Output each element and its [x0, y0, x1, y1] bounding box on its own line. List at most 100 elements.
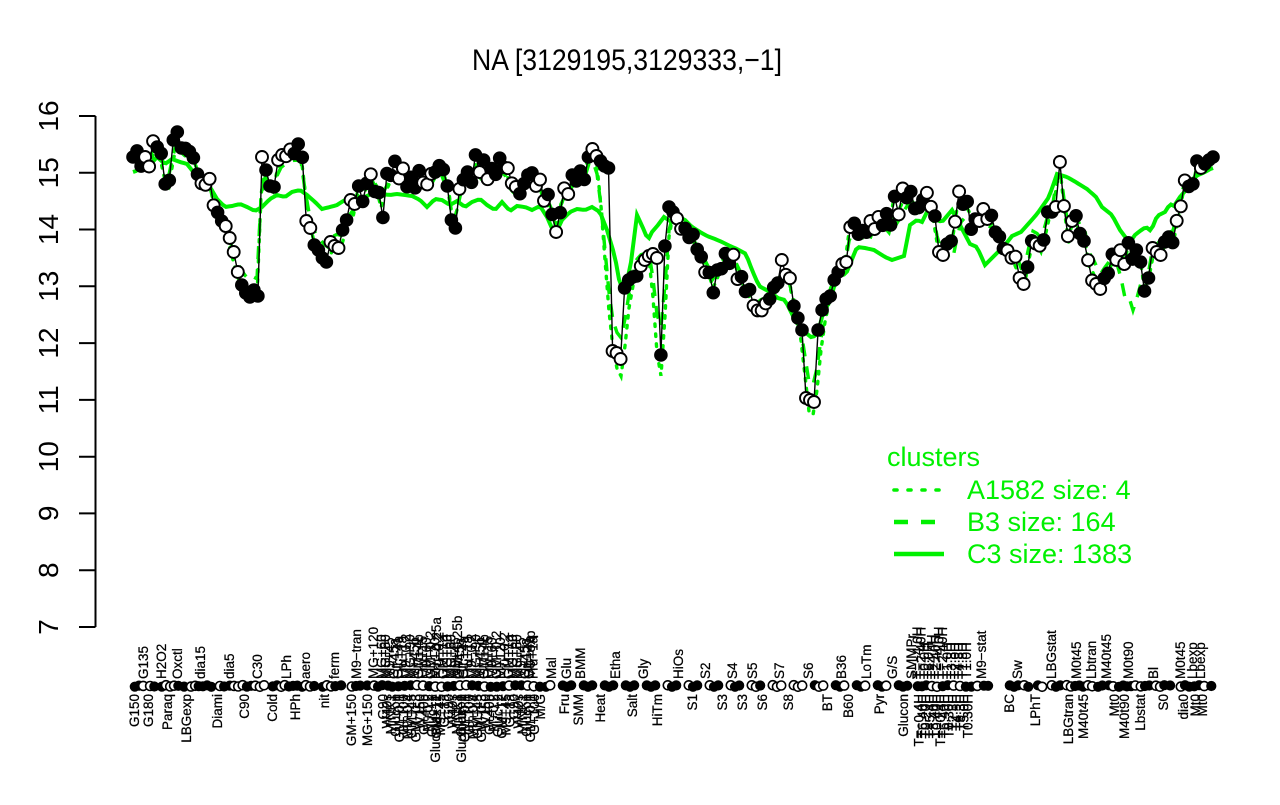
- svg-text:GM−0.1: GM−0.1: [523, 694, 538, 742]
- svg-text:T1.0H: T1.0H: [940, 642, 955, 679]
- svg-text:M9−exp: M9−exp: [523, 631, 538, 679]
- svg-text:GM−0.1: GM−0.1: [458, 694, 473, 742]
- svg-text:T8.40H: T8.40H: [926, 694, 941, 738]
- svg-text:T0.40H: T0.40H: [930, 694, 945, 738]
- svg-text:Fru−0.2: Fru−0.2: [431, 632, 446, 679]
- svg-text:GM+12: GM+12: [494, 694, 509, 739]
- svg-text:M9−stat: M9−stat: [974, 630, 989, 679]
- svg-text:B60: B60: [841, 694, 856, 718]
- svg-text:Glucon: Glucon: [519, 694, 534, 737]
- svg-text:MiNK1: MiNK1: [449, 694, 464, 735]
- svg-text:G+100: G+100: [396, 694, 411, 735]
- svg-text:MG+60: MG+60: [374, 634, 389, 679]
- svg-text:nit: nit: [317, 694, 332, 709]
- svg-text:Fru+1a: Fru+1a: [460, 635, 475, 679]
- svg-text:Cold: Cold: [265, 694, 280, 722]
- svg-text:M9+45: M9+45: [448, 637, 463, 679]
- svg-text:T0.0H: T0.0H: [917, 642, 932, 679]
- svg-text:M0t90: M0t90: [1121, 641, 1136, 679]
- svg-text:W150: W150: [478, 694, 493, 729]
- svg-text:MG+150: MG+150: [360, 694, 375, 746]
- svg-text:T−2.40H: T−2.40H: [914, 627, 929, 679]
- svg-text:T6.0H: T6.0H: [921, 642, 936, 679]
- svg-text:M9−45: M9−45: [433, 694, 448, 736]
- svg-text:T1.8H: T1.8H: [955, 642, 970, 679]
- svg-text:GM+4b: GM+4b: [411, 634, 426, 679]
- svg-text:16: 16: [33, 100, 64, 131]
- svg-text:G+100: G+100: [462, 694, 477, 735]
- svg-text:T6.40H: T6.40H: [937, 694, 952, 738]
- svg-text:M9−45: M9−45: [499, 694, 514, 736]
- svg-text:M+45b: M+45b: [472, 637, 487, 679]
- svg-text:GM−0.3: GM−0.3: [408, 694, 423, 742]
- svg-text:G+1a: G+1a: [503, 694, 518, 728]
- svg-text:LBGtran: LBGtran: [1061, 694, 1076, 744]
- svg-text:aero: aero: [298, 652, 313, 679]
- svg-text:Fru: Fru: [557, 694, 572, 714]
- svg-text:Paraq: Paraq: [160, 694, 175, 730]
- svg-text:B36: B36: [834, 655, 849, 679]
- svg-text:GM−0.25b: GM−0.25b: [450, 616, 465, 679]
- svg-text:GM−0.1: GM−0.1: [392, 694, 407, 742]
- svg-text:Mal: Mal: [544, 657, 559, 679]
- svg-text:Mt0: Mt0: [1188, 694, 1203, 717]
- svg-text:G+45a: G+45a: [518, 638, 533, 679]
- svg-text:T2.3H: T2.3H: [945, 694, 960, 731]
- svg-text:dia0: dia0: [1176, 694, 1191, 720]
- svg-text:GM−0.3: GM−0.3: [474, 694, 489, 742]
- svg-text:LBGstat: LBGstat: [1044, 630, 1059, 679]
- svg-text:T=−0.4H: T=−0.4H: [912, 694, 927, 747]
- svg-text:Glc+4a: Glc+4a: [390, 635, 405, 679]
- svg-text:Diami: Diami: [210, 694, 225, 729]
- svg-text:MiNK1: MiNK1: [384, 694, 399, 735]
- svg-text:W40s: W40s: [380, 694, 395, 729]
- svg-text:M9+60: M9+60: [419, 637, 434, 679]
- svg-text:M9+0.4: M9+0.4: [466, 694, 481, 740]
- svg-text:A1582 size: 4: A1582 size: 4: [967, 475, 1131, 505]
- svg-text:Oxctl: Oxctl: [170, 648, 185, 679]
- svg-text:S3: S3: [735, 694, 750, 711]
- svg-text:MG+60: MG+60: [509, 634, 524, 679]
- svg-text:Etha: Etha: [608, 651, 623, 679]
- svg-text:Glucmax−1: Glucmax−1: [428, 694, 443, 763]
- svg-text:M+0.2: M+0.2: [421, 694, 436, 732]
- svg-text:Mt0: Mt0: [1107, 694, 1122, 717]
- svg-text:7: 7: [33, 619, 64, 635]
- svg-text:M9+0.4: M9+0.4: [400, 694, 415, 740]
- svg-text:Lbexp: Lbexp: [1193, 642, 1208, 679]
- svg-text:Glc+4a: Glc+4a: [522, 635, 537, 679]
- svg-text:MG+90: MG+90: [468, 634, 483, 679]
- svg-text:Glucon: Glucon: [388, 694, 403, 737]
- svg-text:BT: BT: [820, 694, 835, 711]
- svg-text:GM+45: GM+45: [470, 694, 485, 739]
- svg-text:MG+120: MG+120: [366, 627, 381, 679]
- svg-text:S8: S8: [781, 694, 796, 711]
- svg-text:M9−tran: M9−tran: [349, 629, 364, 679]
- svg-text:G90: G90: [507, 694, 522, 720]
- svg-text:Lbexp: Lbexp: [1185, 642, 1200, 679]
- svg-text:C90: C90: [237, 694, 252, 719]
- svg-text:Gluc+2: Gluc+2: [490, 694, 505, 737]
- svg-text:T4.5H: T4.5H: [949, 694, 964, 731]
- svg-text:12: 12: [33, 328, 64, 359]
- svg-text:T2.0H: T2.0H: [948, 642, 963, 679]
- svg-text:G+1a: G+1a: [437, 694, 452, 728]
- svg-text:Heat: Heat: [593, 694, 608, 723]
- svg-text:T=−0.4H: T=−0.4H: [933, 694, 948, 747]
- svg-text:T=−4.0H: T=−4.0H: [932, 626, 947, 679]
- svg-text:T=4.4H: T=4.4H: [924, 634, 939, 679]
- svg-text:S4: S4: [725, 662, 740, 679]
- svg-text:M/G: M/G: [533, 694, 548, 720]
- svg-text:ferm: ferm: [327, 652, 342, 679]
- svg-text:G/S: G/S: [885, 656, 900, 679]
- svg-text:S7: S7: [772, 662, 787, 679]
- svg-text:S6: S6: [755, 694, 770, 711]
- svg-text:Glucon: Glucon: [453, 694, 468, 737]
- svg-text:G135: G135: [136, 646, 151, 679]
- svg-text:Salt: Salt: [625, 694, 640, 718]
- svg-text:G+40b: G+40b: [417, 694, 432, 735]
- svg-text:T=−4.0H: T=−4.0H: [910, 626, 925, 679]
- svg-text:Fru+1a: Fru+1a: [526, 635, 541, 679]
- svg-text:HiTm: HiTm: [650, 694, 665, 726]
- svg-text:M+0.2: M+0.2: [486, 694, 501, 732]
